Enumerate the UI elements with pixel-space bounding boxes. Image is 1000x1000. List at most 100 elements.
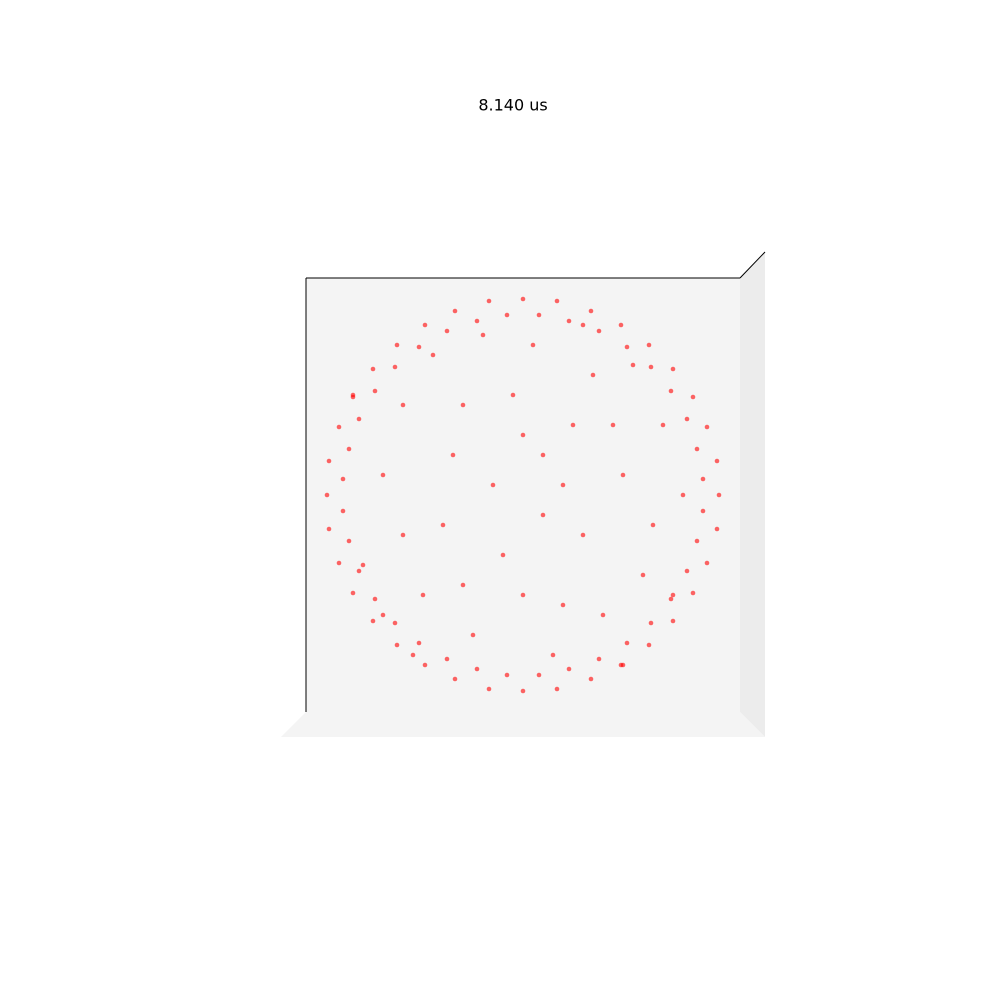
point <box>566 666 572 672</box>
point <box>716 492 722 498</box>
point <box>670 366 676 372</box>
point <box>540 452 546 458</box>
point <box>704 424 710 430</box>
point <box>694 538 700 544</box>
point <box>668 596 674 602</box>
point <box>530 342 536 348</box>
point <box>336 560 342 566</box>
point <box>474 666 480 672</box>
point <box>422 662 428 668</box>
point <box>392 364 398 370</box>
point <box>520 296 526 302</box>
point <box>324 492 330 498</box>
point <box>504 312 510 318</box>
point <box>690 590 696 596</box>
point <box>670 592 676 598</box>
point <box>326 458 332 464</box>
point <box>416 344 422 350</box>
point <box>380 472 386 478</box>
point <box>360 562 366 568</box>
point <box>346 538 352 544</box>
point <box>540 512 546 518</box>
point <box>560 482 566 488</box>
point <box>460 582 466 588</box>
point <box>560 602 566 608</box>
point <box>370 366 376 372</box>
point <box>350 392 356 398</box>
point <box>714 458 720 464</box>
point <box>714 526 720 532</box>
point <box>646 342 652 348</box>
point <box>646 642 652 648</box>
point <box>588 308 594 314</box>
point <box>668 388 674 394</box>
point <box>346 446 352 452</box>
point <box>452 308 458 314</box>
point <box>400 532 406 538</box>
chart-title: 8.140 us <box>478 96 547 115</box>
point <box>554 298 560 304</box>
point <box>566 318 572 324</box>
point <box>416 640 422 646</box>
point <box>460 402 466 408</box>
point <box>370 618 376 624</box>
point <box>684 416 690 422</box>
point <box>410 652 416 658</box>
point <box>580 322 586 328</box>
point <box>340 508 346 514</box>
point <box>536 312 542 318</box>
point <box>520 688 526 694</box>
side-pane <box>740 252 765 737</box>
point <box>356 416 362 422</box>
point <box>380 612 386 618</box>
pane-edge <box>739 251 766 279</box>
floor-pane <box>281 712 765 737</box>
point <box>620 662 626 668</box>
point <box>420 592 426 598</box>
point <box>630 362 636 368</box>
point <box>372 596 378 602</box>
point <box>700 508 706 514</box>
point <box>596 656 602 662</box>
point <box>444 656 450 662</box>
point <box>480 332 486 338</box>
point <box>336 424 342 430</box>
point <box>520 432 526 438</box>
point <box>400 402 406 408</box>
point <box>554 686 560 692</box>
point <box>650 522 656 528</box>
point <box>570 422 576 428</box>
point <box>690 394 696 400</box>
point <box>624 640 630 646</box>
point <box>536 672 542 678</box>
point <box>624 344 630 350</box>
point <box>648 620 654 626</box>
point <box>452 676 458 682</box>
point <box>486 686 492 692</box>
point <box>660 422 666 428</box>
point <box>444 328 450 334</box>
point <box>590 372 596 378</box>
point <box>356 568 362 574</box>
point <box>618 322 624 328</box>
point <box>670 618 676 624</box>
point <box>470 632 476 638</box>
point <box>500 552 506 558</box>
point <box>430 352 436 358</box>
back-pane <box>306 278 740 712</box>
point <box>450 452 456 458</box>
point <box>648 364 654 370</box>
point <box>610 422 616 428</box>
point <box>326 526 332 532</box>
points <box>324 296 722 694</box>
point <box>620 472 626 478</box>
point <box>490 482 496 488</box>
point <box>680 492 686 498</box>
point <box>440 522 446 528</box>
point <box>684 568 690 574</box>
point <box>580 532 586 538</box>
point <box>600 612 606 618</box>
point <box>694 446 700 452</box>
